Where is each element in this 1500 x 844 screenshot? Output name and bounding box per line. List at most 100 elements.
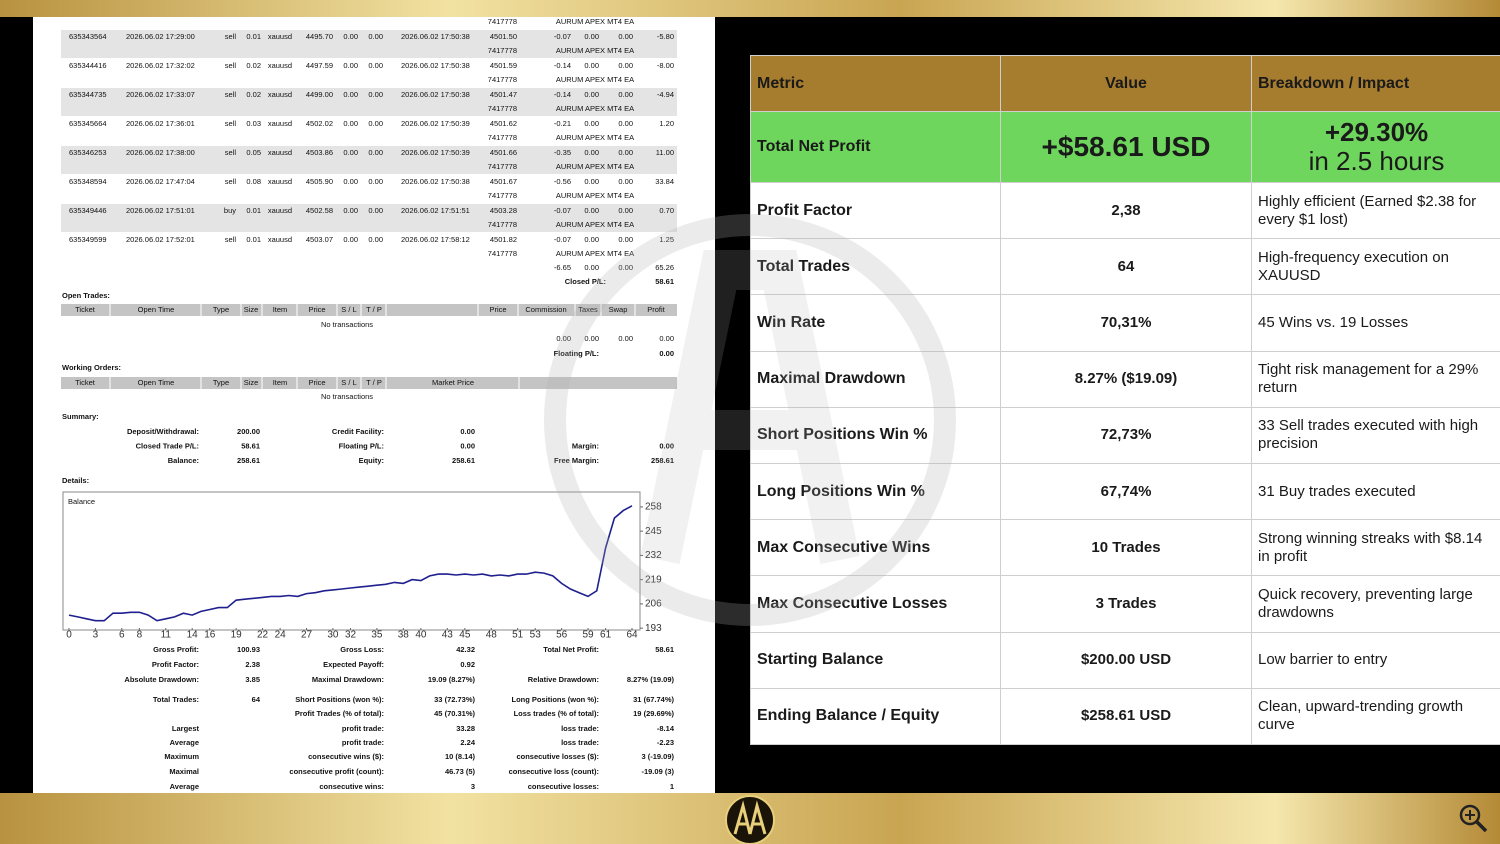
ea-comment: AURUM APEX MT4 EA bbox=[556, 133, 634, 142]
column-header: Open Time bbox=[138, 378, 175, 387]
trade-cell: 635349599 bbox=[69, 235, 107, 244]
trade-cell: 0.00 bbox=[368, 90, 383, 99]
total-cell: 0.00 bbox=[584, 263, 599, 272]
trade-cell: 2026.06.02 17:50:38 bbox=[401, 177, 470, 186]
trade-cell: 1.25 bbox=[659, 235, 674, 244]
summary-value: 200.00 bbox=[237, 427, 260, 436]
metric-impact: High-frequency execution on XAUUSD bbox=[1251, 238, 1500, 296]
section-title: Summary: bbox=[62, 412, 99, 421]
trade-cell: 0.00 bbox=[618, 90, 633, 99]
metric-row: Win Rate 70,31% 45 Wins vs. 19 Losses bbox=[750, 294, 1500, 352]
trade-cell: 0.00 bbox=[584, 61, 599, 70]
trade-cell: xauusd bbox=[268, 177, 292, 186]
metric-value: 8.27% ($19.09) bbox=[1000, 350, 1252, 408]
metric-value: 64 bbox=[1000, 238, 1252, 296]
column-header: Ticket bbox=[75, 378, 96, 387]
metric-name: Max Consecutive Wins bbox=[750, 519, 1001, 577]
metric-impact: 31 Buy trades executed bbox=[1251, 462, 1500, 521]
trade-cell: 0.00 bbox=[368, 148, 383, 157]
section-title: Details: bbox=[62, 476, 89, 485]
trade-cell: 0.08 bbox=[246, 177, 261, 186]
stat-label: consecutive wins: bbox=[319, 782, 384, 791]
trade-cell: 2026.06.02 17:50:39 bbox=[401, 119, 470, 128]
x-tick-label: 3 bbox=[93, 630, 99, 641]
header-bar bbox=[61, 304, 677, 316]
trade-cell: sell bbox=[225, 32, 237, 41]
trade-cell: 2026.06.02 17:58:12 bbox=[401, 235, 470, 244]
stat-value: 58.61 bbox=[655, 645, 674, 654]
x-tick-label: 8 bbox=[137, 630, 143, 641]
column-header: Profit bbox=[647, 305, 665, 314]
trade-cell: 0.00 bbox=[343, 206, 358, 215]
stat-value: -2.23 bbox=[657, 738, 674, 747]
trade-cell: 2026.06.02 17:51:01 bbox=[126, 206, 195, 215]
column-header: Taxes bbox=[578, 305, 598, 314]
x-tick-label: 56 bbox=[556, 630, 568, 641]
magic-number: 7417778 bbox=[488, 75, 517, 84]
trade-cell: 0.05 bbox=[246, 148, 261, 157]
trade-cell: -8.00 bbox=[657, 61, 674, 70]
stat-label: Profit Factor: bbox=[152, 660, 199, 669]
trade-cell: 4501.82 bbox=[490, 235, 517, 244]
trade-cell: 0.00 bbox=[368, 177, 383, 186]
trade-cell: 0.00 bbox=[584, 119, 599, 128]
x-tick-label: 27 bbox=[301, 630, 313, 641]
metric-row: Short Positions Win % 72,73% 33 Sell trade… bbox=[750, 406, 1500, 464]
metric-value: $258.61 USD bbox=[1000, 687, 1252, 745]
column-header: Commission bbox=[525, 305, 566, 314]
trade-cell: xauusd bbox=[268, 235, 292, 244]
x-tick-label: 48 bbox=[486, 630, 498, 641]
ea-comment: AURUM APEX MT4 EA bbox=[556, 104, 634, 113]
trade-cell: 11.00 bbox=[656, 148, 674, 157]
stat-value: 46.73 (5) bbox=[445, 767, 476, 776]
stat-value: 33.28 bbox=[456, 724, 475, 733]
trade-cell: 0.02 bbox=[246, 90, 261, 99]
x-tick-label: 24 bbox=[275, 630, 287, 641]
metric-row: Max Consecutive Wins 10 Trades Strong winn… bbox=[750, 519, 1500, 577]
stat-label: Expected Payoff: bbox=[323, 660, 384, 669]
magic-number: 7417778 bbox=[488, 162, 517, 171]
x-tick-label: 59 bbox=[582, 630, 594, 641]
metric-value: $200.00 USD bbox=[1000, 631, 1252, 689]
ea-comment: AURUM APEX MT4 EA bbox=[556, 46, 634, 55]
highlight-row: Total Net Profit +$58.61 USD +29.30% in 2.5… bbox=[750, 111, 1500, 183]
stat-label: Absolute Drawdown: bbox=[124, 675, 199, 684]
metric-impact: Strong winning streaks with $8.14 in pro… bbox=[1251, 519, 1500, 577]
trade-cell: 0.00 bbox=[343, 32, 358, 41]
trade-cell: xauusd bbox=[268, 119, 292, 128]
total-cell: 0.00 bbox=[618, 263, 633, 272]
trade-cell: -0.35 bbox=[554, 148, 571, 157]
row-shade bbox=[61, 88, 677, 116]
metric-name: Profit Factor bbox=[750, 181, 1001, 240]
closed-pl-value: 58.61 bbox=[655, 277, 674, 286]
trade-cell: 0.01 bbox=[246, 206, 261, 215]
trade-cell: 0.00 bbox=[618, 148, 633, 157]
stat-value: 8.27% (19.09) bbox=[627, 675, 675, 684]
trade-cell: 0.00 bbox=[343, 177, 358, 186]
trade-cell: -4.94 bbox=[657, 90, 674, 99]
trade-cell: 0.00 bbox=[584, 235, 599, 244]
summary-value: 0.00 bbox=[460, 427, 475, 436]
ea-comment: AURUM APEX MT4 EA bbox=[556, 249, 634, 258]
y-tick-label: 245 bbox=[645, 526, 662, 537]
trade-cell: 0.00 bbox=[584, 148, 599, 157]
stat-value: 31 (67.74%) bbox=[633, 695, 674, 704]
trade-cell: 0.00 bbox=[343, 61, 358, 70]
zoom-icon[interactable] bbox=[1459, 804, 1488, 833]
magic-number: 7417778 bbox=[488, 249, 517, 258]
trade-cell: 0.00 bbox=[584, 90, 599, 99]
y-tick-label: 193 bbox=[645, 623, 662, 634]
summary-value: 258.61 bbox=[237, 456, 260, 465]
metric-value: 70,31% bbox=[1000, 294, 1252, 352]
trade-cell: 0.00 bbox=[343, 148, 358, 157]
impact-percent: +29.30% bbox=[1324, 117, 1429, 147]
stat-value: -8.14 bbox=[657, 724, 675, 733]
trade-cell: 0.00 bbox=[618, 206, 633, 215]
trade-cell: 0.00 bbox=[343, 235, 358, 244]
trade-cell: 0.00 bbox=[584, 206, 599, 215]
summary-value: 0.00 bbox=[659, 441, 674, 450]
trade-cell: 2026.06.02 17:38:00 bbox=[126, 148, 195, 157]
trade-cell: 0.00 bbox=[618, 235, 633, 244]
trade-cell: -0.14 bbox=[554, 90, 571, 99]
trade-cell: 635346253 bbox=[69, 148, 107, 157]
